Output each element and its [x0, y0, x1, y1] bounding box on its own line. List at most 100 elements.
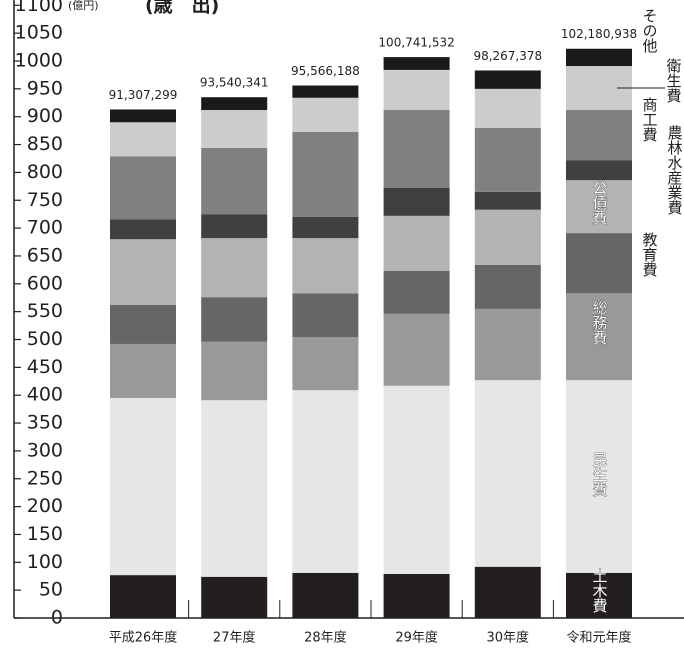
bar-segment — [474, 209, 541, 265]
y-tick-label: 650 — [27, 244, 63, 266]
y-tick-label: 1000 — [15, 50, 63, 72]
bar-segment — [201, 341, 268, 401]
bar-segment — [383, 385, 450, 574]
bar-segment — [201, 147, 268, 215]
y-tick-label: 1050 — [15, 22, 63, 44]
y-tick-label: 850 — [27, 133, 63, 155]
series-label: 総務費 — [591, 300, 609, 345]
bar-segment — [383, 110, 450, 188]
bar-segment — [383, 187, 450, 216]
y-tick-label: 300 — [27, 439, 63, 461]
bar-segment — [474, 264, 541, 309]
series-label: 農林水産業費 — [666, 125, 684, 215]
bar-segment — [474, 380, 541, 567]
bar-segment — [474, 127, 541, 192]
bar-segment — [566, 572, 632, 618]
bar-segment — [383, 57, 450, 70]
bar-segment — [292, 572, 359, 618]
bar-segment — [110, 304, 176, 344]
bar-segment — [201, 214, 268, 239]
y-tick-label: 50 — [39, 579, 63, 601]
bar-segment — [292, 238, 359, 294]
bar-segment — [474, 191, 541, 210]
bar-segment — [110, 122, 176, 157]
bar-segment — [383, 313, 450, 386]
y-tick-label: 600 — [27, 272, 63, 294]
y-tick-label: 950 — [27, 77, 63, 99]
bar-segment — [566, 48, 632, 67]
y-tick-label: 200 — [27, 495, 63, 517]
y-unit: (億円) — [68, 0, 99, 12]
bar-segment — [110, 343, 176, 398]
total-label: 95,566,188 — [291, 64, 360, 78]
y-tick-label: 350 — [27, 412, 63, 434]
y-tick-label: 0 — [51, 607, 63, 629]
bar-segment — [383, 215, 450, 271]
bar-segment — [566, 110, 632, 161]
series-label: 土木費 — [591, 568, 609, 613]
y-tick-label: 550 — [27, 300, 63, 322]
bar-segment — [292, 85, 359, 98]
bar-segment — [383, 69, 450, 111]
bar-segment — [110, 109, 176, 123]
series-label: 衛生費 — [665, 58, 683, 103]
x-tick-label: 29年度 — [395, 630, 438, 646]
bar-segment — [566, 233, 632, 294]
x-tick-label: 27年度 — [213, 630, 256, 646]
bar-segment — [201, 576, 268, 618]
bar-segment — [292, 97, 359, 132]
total-label: 91,307,299 — [109, 88, 178, 102]
bar-segment — [474, 308, 541, 381]
y-tick-label: 800 — [27, 161, 63, 183]
y-tick-label: 150 — [27, 523, 63, 545]
chart-title: (歳 出) — [145, 0, 219, 17]
bar-segment — [201, 297, 268, 342]
bar-segment — [292, 131, 359, 217]
x-tick-label: 28年度 — [304, 630, 347, 646]
bar-segment — [201, 110, 268, 148]
bar-segment — [292, 337, 359, 391]
y-tick-label: 700 — [27, 217, 63, 239]
y-tick-label: 400 — [27, 384, 63, 406]
bar-segment — [292, 390, 359, 573]
y-tick-label: 100 — [27, 551, 63, 573]
bar-segment — [566, 180, 632, 234]
bar-segment — [201, 238, 268, 298]
bar-segment — [474, 70, 541, 89]
bar-segment — [292, 293, 359, 338]
total-label: 100,741,532 — [378, 36, 454, 50]
x-tick-label: 令和元年度 — [566, 630, 631, 646]
bar-segment — [383, 573, 450, 618]
series-label: 商工費 — [641, 97, 659, 142]
bar-segment — [383, 270, 450, 314]
bar-segment — [566, 380, 632, 573]
total-label: 98,267,378 — [473, 49, 542, 63]
y-tick-label: 250 — [27, 467, 63, 489]
bar-segment — [474, 566, 541, 618]
y-tick-label: 900 — [27, 105, 63, 127]
bar-segment — [110, 156, 176, 220]
total-label: 102,180,938 — [561, 27, 637, 41]
bar-segment — [110, 239, 176, 305]
y-tick-label: 450 — [27, 356, 63, 378]
y-tick-label: 500 — [27, 328, 63, 350]
x-tick-label: 30年度 — [487, 630, 530, 646]
bar-segment — [201, 97, 268, 111]
bar-segment — [566, 160, 632, 181]
bar-segment — [566, 293, 632, 381]
x-tick-label: 平成26年度 — [109, 630, 178, 646]
bar-segment — [474, 88, 541, 128]
bar-segment — [110, 575, 176, 618]
total-label: 93,540,341 — [200, 76, 269, 90]
bar-segment — [292, 216, 359, 239]
y-tick-label: 750 — [27, 189, 63, 211]
bar-segment — [110, 219, 176, 240]
series-label: 民生費 — [591, 452, 609, 497]
series-label: 教育費 — [641, 232, 659, 277]
series-label: その他 — [641, 8, 659, 54]
y-tick-label: 1100 — [15, 0, 63, 16]
bar-segment — [110, 397, 176, 576]
series-label: 公債費 — [591, 180, 609, 225]
bar-segment — [201, 400, 268, 577]
